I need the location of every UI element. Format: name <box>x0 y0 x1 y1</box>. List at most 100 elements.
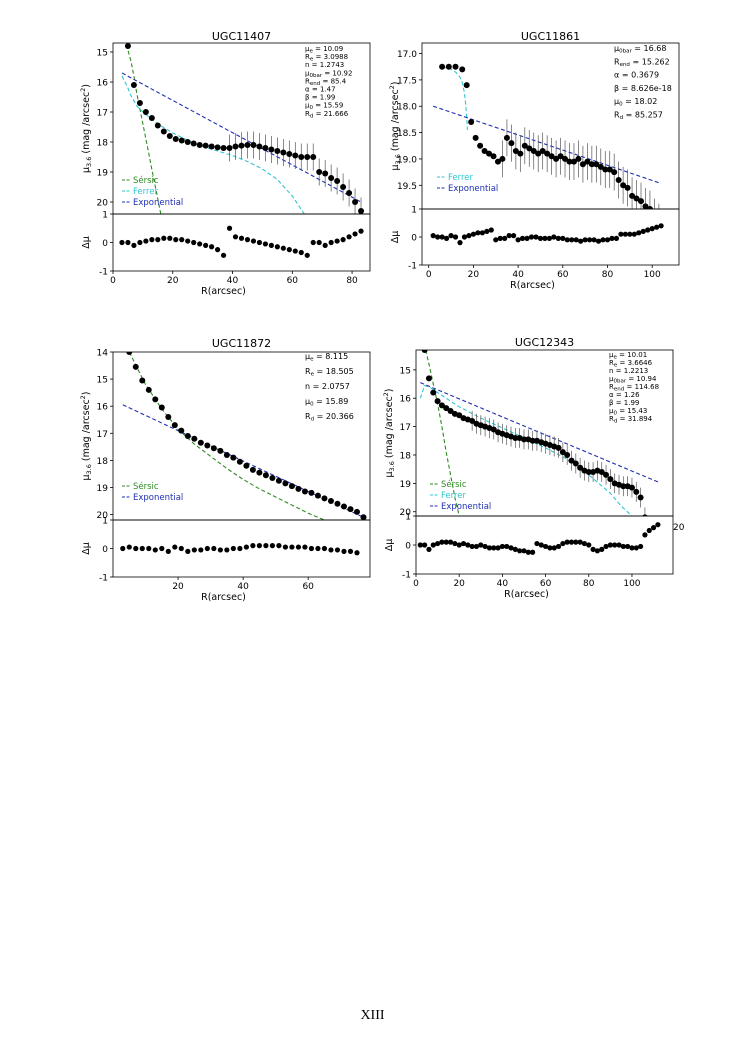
data-point <box>316 169 323 175</box>
residual-y-tick-label: 0 <box>102 545 108 555</box>
residual-point <box>620 543 626 550</box>
chart-title: UGC11861 <box>521 30 580 43</box>
data-point <box>124 43 131 49</box>
data-point <box>603 471 610 478</box>
fit-parameter: n = 2.0757 <box>305 382 350 391</box>
residual-point <box>430 233 436 239</box>
data-point <box>236 458 243 465</box>
x-tick-label: 40 <box>497 579 509 589</box>
residual-point <box>469 543 475 550</box>
residual-point <box>155 237 161 243</box>
x-tick-label: 60 <box>540 579 552 589</box>
y-tick-label: 19.0 <box>397 155 417 165</box>
residual-point <box>603 543 609 550</box>
residual-point <box>466 233 472 239</box>
data-point <box>472 134 479 141</box>
residual-point <box>524 235 530 241</box>
x-tick-label: 80 <box>583 579 595 589</box>
data-point <box>160 128 167 135</box>
data-point <box>539 148 546 155</box>
data-point <box>559 449 566 456</box>
residual-point <box>475 230 481 236</box>
residual-point <box>146 545 152 552</box>
residual-point <box>417 542 423 548</box>
data-point <box>553 155 560 162</box>
fit-parameter: Rd = 20.366 <box>305 412 354 423</box>
data-point <box>585 469 592 476</box>
residual-point <box>636 230 642 236</box>
data-point <box>152 396 159 403</box>
data-point <box>557 153 564 160</box>
residual-point <box>508 545 514 551</box>
data-point <box>214 144 221 151</box>
residual-point <box>282 544 289 550</box>
data-point <box>508 140 515 147</box>
fit-parameter: Rend = 15.262 <box>614 57 670 68</box>
data-point <box>244 142 251 148</box>
residual-point <box>439 539 445 545</box>
fit-parameter: μe = 10.01 <box>609 351 647 361</box>
residual-point <box>435 234 441 240</box>
residual-point <box>631 231 637 237</box>
fit-parameter: Re = 3.0988 <box>305 53 348 63</box>
data-point <box>521 142 528 149</box>
data-point <box>544 150 551 157</box>
data-point <box>154 122 161 129</box>
residual-point <box>328 547 334 553</box>
residual-point <box>352 231 358 237</box>
residual-point <box>478 542 484 548</box>
model-line-ferrer <box>441 66 468 131</box>
y-tick-label: 16 <box>97 403 109 413</box>
data-point <box>566 158 573 165</box>
fit-parameter: Rd = 31.894 <box>609 415 653 425</box>
data-point <box>503 134 510 141</box>
residual-point <box>295 544 302 550</box>
residual-point <box>502 235 508 241</box>
data-point <box>459 66 466 73</box>
data-point <box>593 161 600 168</box>
residual-point <box>640 228 646 234</box>
y-axis-label: μ3.6 (mag /arcsec2) <box>382 388 396 477</box>
residual-point <box>551 545 557 551</box>
data-point <box>456 412 463 419</box>
data-point <box>275 477 282 484</box>
data-point <box>204 442 211 449</box>
residual-point <box>209 244 215 250</box>
residual-point <box>533 234 539 240</box>
data-point <box>340 503 347 510</box>
residual-point <box>426 546 432 552</box>
residual-point <box>269 543 276 549</box>
data-point <box>439 63 446 70</box>
residual-point <box>133 545 139 552</box>
data-point <box>197 439 204 446</box>
data-point <box>597 163 604 170</box>
page-number: XIII <box>360 1008 385 1023</box>
data-point <box>321 495 328 502</box>
x-tick-label: 20 <box>453 579 465 589</box>
legend-label: Ferrer <box>448 173 474 183</box>
residual-y-tick-label: 0 <box>102 239 108 249</box>
fit-parameter: Rend = 114.68 <box>609 383 659 393</box>
data-point <box>572 460 579 467</box>
fit-parameter: n = 1.2213 <box>609 367 648 375</box>
residual-point <box>125 239 131 246</box>
data-point <box>314 492 321 499</box>
residual-point <box>479 230 485 236</box>
data-point <box>562 155 569 162</box>
residual-point <box>470 231 476 237</box>
residual-point <box>179 237 185 243</box>
residual-point <box>243 544 249 550</box>
y-tick-label: 17 <box>97 109 108 119</box>
fit-parameter: μe = 10.09 <box>305 45 343 55</box>
data-point <box>570 158 577 165</box>
data-point <box>145 386 152 393</box>
residual-point <box>521 548 527 554</box>
model-line-srsic <box>425 350 460 516</box>
residual-point <box>629 545 635 551</box>
residual-point <box>654 224 660 230</box>
residual-point <box>613 235 620 241</box>
residual-y-tick-label: -1 <box>99 268 108 278</box>
data-point <box>208 143 215 150</box>
data-point <box>142 109 149 115</box>
